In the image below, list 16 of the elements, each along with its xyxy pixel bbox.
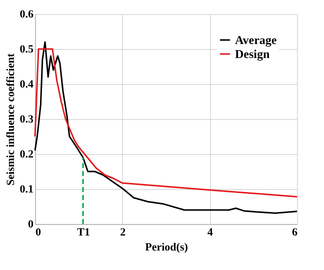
y-tick-label: 0.3 <box>20 114 34 126</box>
y-axis-title: Seismic influence coefficient <box>4 53 17 186</box>
y-tick-label: 0.4 <box>20 78 34 90</box>
y-tick-label: 0.6 <box>20 8 34 20</box>
x-tick-label: 4 <box>207 226 214 238</box>
x-tick-label: 0 <box>36 226 42 238</box>
y-tick-label: 0.5 <box>20 44 34 56</box>
legend-label: Design <box>235 47 270 61</box>
x-axis-title: Period(s) <box>145 242 188 254</box>
y-tick-label: 0.2 <box>20 148 34 160</box>
x-tick-label: T1 <box>77 226 90 238</box>
y-tick-label: 0.1 <box>20 184 34 196</box>
legend-label: Average <box>235 33 278 47</box>
x-tick-label: 2 <box>120 226 126 238</box>
x-tick-label: 6 <box>292 226 298 238</box>
y-tick-label: 0 <box>28 218 34 230</box>
